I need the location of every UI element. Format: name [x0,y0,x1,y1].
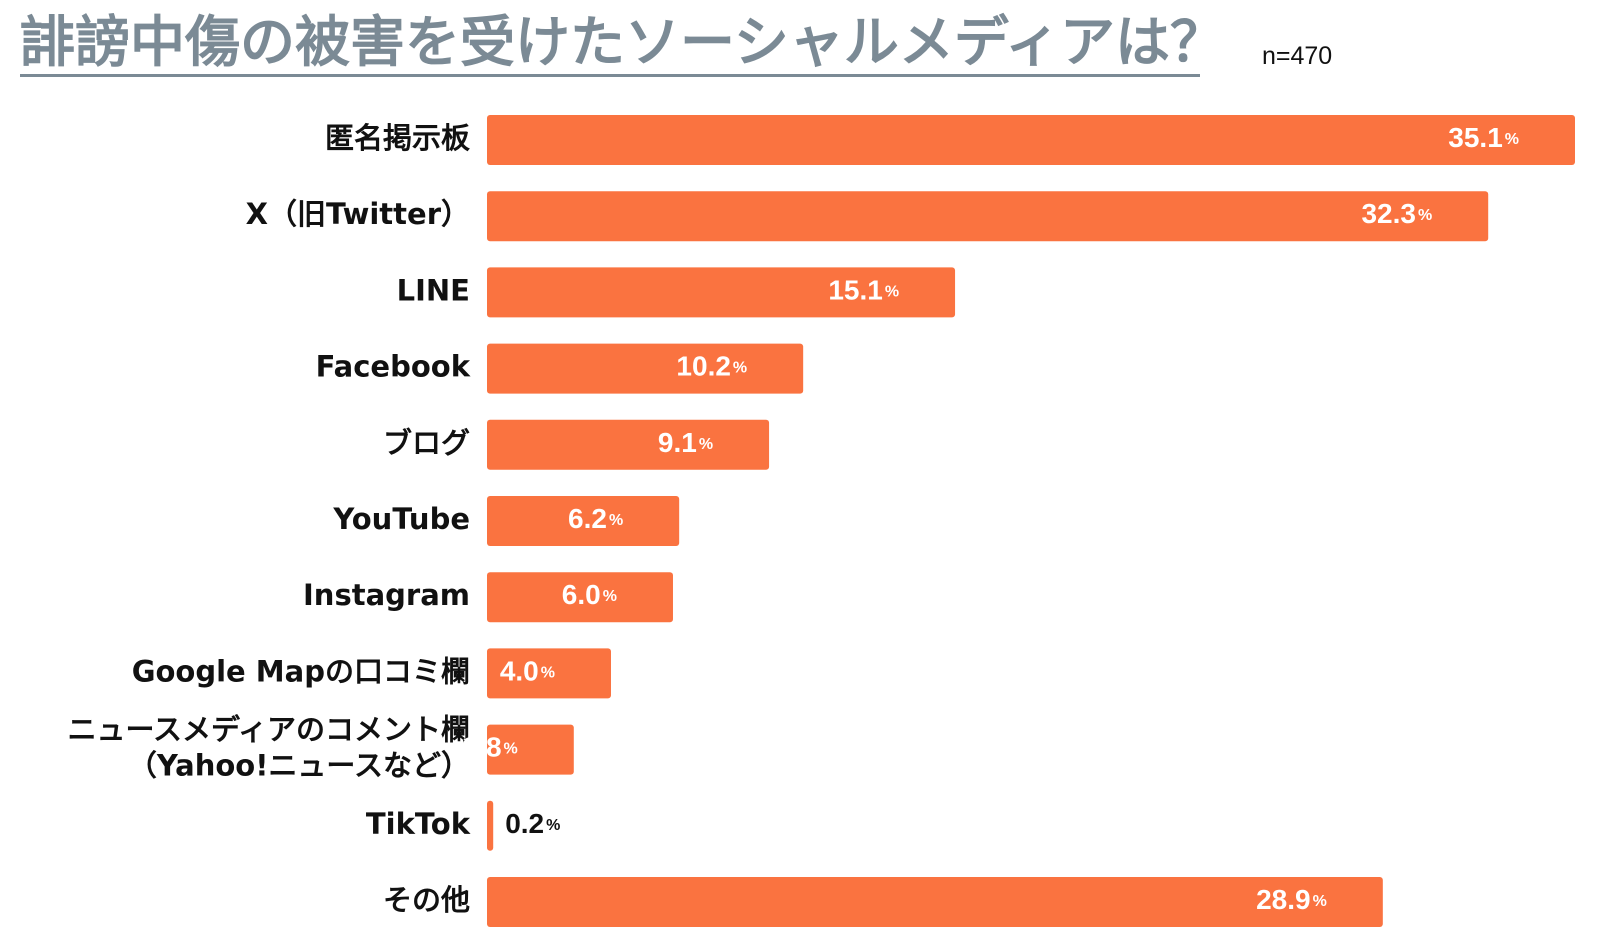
bar-9 [487,800,494,851]
value-label-1: 32.3% [1361,199,1432,230]
category-label-7: Google Mapの口コミ欄 [132,654,470,688]
sample-size-label: n=470 [1262,42,1333,70]
value-label-6: 6.0% [562,580,617,611]
bar-1 [487,191,1489,242]
value-label-5: 6.2% [568,503,623,534]
title-underline [20,74,1200,77]
value-label-7: 4.0% [500,656,555,687]
bar-2 [487,267,956,318]
chart-title: 誹謗中傷の被害を受けたソーシャルメディアは？ [20,10,1226,74]
category-label-0: 匿名掲示板 [325,121,471,155]
value-label-0: 35.1% [1448,122,1519,153]
value-label-4: 9.1% [658,427,713,458]
bar-0 [487,115,1575,165]
category-label-2: LINE [397,273,470,307]
value-label-8: 2.8% [463,732,518,763]
value-label-2: 15.1% [828,275,899,306]
bar-3 [487,343,804,394]
category-label-1: X（旧Twitter） [246,197,470,231]
category-label-5: YouTube [332,502,470,536]
category-label-4: ブログ [383,426,470,460]
bar-6 [487,572,673,623]
category-label-3: Facebook [316,350,471,384]
category-label-10: その他 [383,883,470,917]
category-label-6: Instagram [303,578,470,612]
bar-8 [487,724,574,775]
bar-10 [487,877,1383,927]
bar-5 [487,496,680,546]
bar-4 [487,419,770,470]
category-label-9: TikTok [366,807,471,841]
value-label-3: 10.2% [676,351,747,382]
category-label-8: ニュースメディアのコメント欄（Yahoo!ニュースなど） [67,713,470,783]
value-label-9: 0.2% [505,808,560,839]
value-label-10: 28.9% [1256,884,1327,915]
bar-7 [487,648,611,699]
